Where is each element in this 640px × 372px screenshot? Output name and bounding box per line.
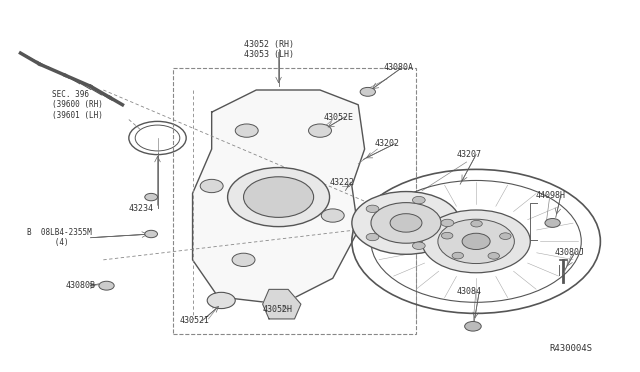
Text: 43080B: 43080B bbox=[65, 281, 95, 290]
Bar bbox=[173, 68, 415, 334]
Circle shape bbox=[471, 220, 483, 227]
Circle shape bbox=[321, 209, 344, 222]
Circle shape bbox=[412, 196, 425, 204]
Circle shape bbox=[500, 233, 511, 240]
Circle shape bbox=[441, 219, 454, 227]
Circle shape bbox=[390, 214, 422, 232]
Circle shape bbox=[412, 242, 425, 250]
Text: 43080A: 43080A bbox=[384, 63, 413, 72]
Circle shape bbox=[232, 253, 255, 266]
Circle shape bbox=[442, 232, 453, 239]
Circle shape bbox=[422, 210, 531, 273]
Text: 43052 (RH)
43053 (LH): 43052 (RH) 43053 (LH) bbox=[244, 40, 294, 59]
Text: 43052H: 43052H bbox=[262, 305, 292, 314]
Circle shape bbox=[438, 219, 515, 263]
Circle shape bbox=[145, 193, 157, 201]
Circle shape bbox=[371, 203, 441, 243]
Text: 43202: 43202 bbox=[374, 139, 399, 148]
Text: 43084: 43084 bbox=[457, 287, 482, 296]
Circle shape bbox=[207, 292, 236, 309]
Polygon shape bbox=[193, 90, 365, 304]
Circle shape bbox=[360, 87, 376, 96]
Circle shape bbox=[352, 192, 460, 254]
Circle shape bbox=[200, 179, 223, 193]
Circle shape bbox=[99, 281, 114, 290]
Circle shape bbox=[308, 124, 332, 137]
Text: 43234: 43234 bbox=[129, 203, 154, 213]
Text: B  08LB4-2355M
      (4): B 08LB4-2355M (4) bbox=[27, 228, 92, 247]
Text: R430004S: R430004S bbox=[549, 344, 593, 353]
Text: 43080J: 43080J bbox=[554, 248, 584, 257]
Circle shape bbox=[465, 321, 481, 331]
Circle shape bbox=[228, 167, 330, 227]
Circle shape bbox=[236, 124, 258, 137]
Circle shape bbox=[145, 230, 157, 238]
Text: 43222: 43222 bbox=[330, 178, 355, 187]
Text: SEC. 396
(39600 (RH)
(39601 (LH): SEC. 396 (39600 (RH) (39601 (LH) bbox=[52, 90, 103, 120]
Text: 43207: 43207 bbox=[457, 150, 482, 159]
Polygon shape bbox=[262, 289, 301, 319]
Circle shape bbox=[244, 177, 314, 217]
Circle shape bbox=[452, 252, 463, 259]
Text: 43052E: 43052E bbox=[323, 113, 353, 122]
Circle shape bbox=[545, 218, 560, 227]
Circle shape bbox=[366, 205, 379, 212]
Text: 44098H: 44098H bbox=[536, 191, 565, 200]
Text: 43052I: 43052I bbox=[180, 316, 210, 325]
Circle shape bbox=[462, 233, 490, 250]
Circle shape bbox=[488, 253, 499, 259]
Circle shape bbox=[366, 233, 379, 241]
